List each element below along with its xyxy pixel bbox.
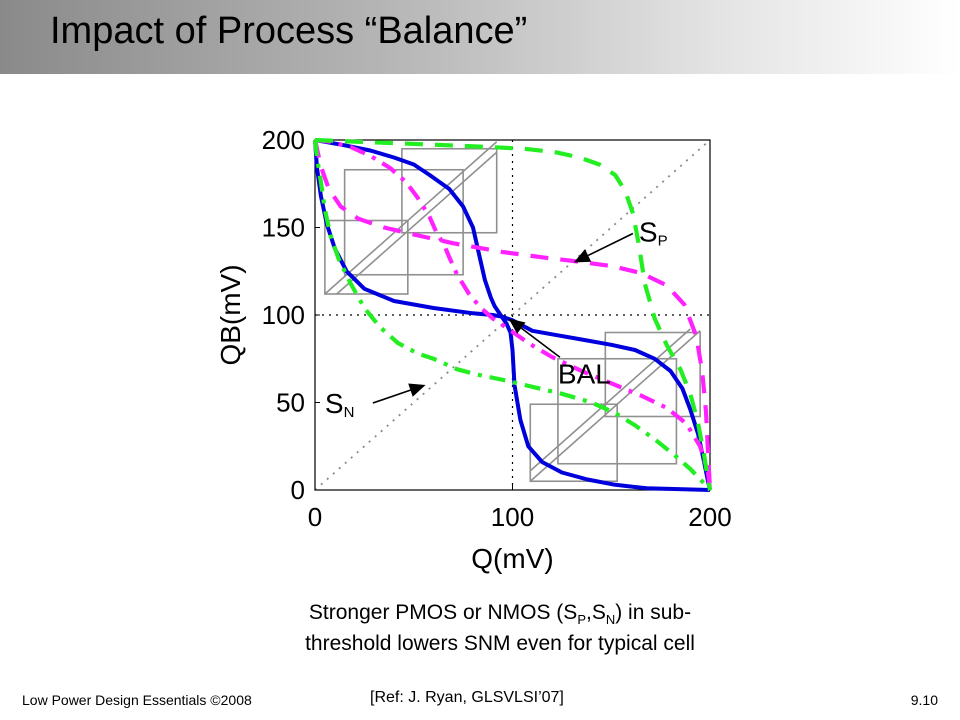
caption-text-2: ,S bbox=[585, 601, 606, 624]
annotation-bal-arrow-head bbox=[508, 318, 526, 334]
caption-text-1: Stronger PMOS or NMOS (S bbox=[308, 601, 578, 624]
annotation-bal-arrow-line bbox=[520, 327, 561, 358]
caption-sub-p: P bbox=[577, 612, 586, 628]
x-axis-label: Q(mV) bbox=[471, 543, 553, 574]
y-tick-label-0: 0 bbox=[291, 475, 305, 505]
y-tick-label-150: 150 bbox=[262, 213, 305, 243]
annotation-sp-subscript: P bbox=[658, 233, 668, 250]
snm-square-2 bbox=[401, 147, 498, 234]
y-tick-label-200: 200 bbox=[262, 125, 305, 155]
curve-bal-solid-b bbox=[314, 138, 711, 492]
caption-sub-n: N bbox=[605, 612, 616, 628]
annotation-sn-subscript: N bbox=[344, 404, 355, 421]
y-tick-label-50: 50 bbox=[276, 388, 305, 418]
snm-square-5 bbox=[604, 331, 701, 418]
x-tick-label-0: 0 bbox=[308, 502, 322, 532]
annotation-sn-arrow-line bbox=[372, 389, 411, 404]
y-axis-label: QB(mV) bbox=[215, 264, 246, 365]
snm-square-4 bbox=[557, 357, 678, 465]
snm-diagonal-0 bbox=[324, 141, 498, 295]
slide-title: Impact of Process “Balance” bbox=[50, 10, 528, 52]
footer-copyright: Low Power Design Essentials ©2008 bbox=[22, 692, 252, 708]
snm-square-1 bbox=[343, 168, 464, 276]
curve-sp-dashed-a bbox=[312, 139, 713, 491]
annotation-sp-arrow-head bbox=[573, 249, 592, 263]
caption-line-2: threshold lowers SNM even for typical ce… bbox=[305, 632, 695, 655]
annotation-sp-arrow-line bbox=[587, 232, 634, 257]
snm-square-3 bbox=[529, 403, 618, 483]
snm-diagonal-3 bbox=[529, 328, 691, 472]
x-tick-label-200: 200 bbox=[688, 502, 731, 532]
x-tick-label-100: 100 bbox=[491, 502, 534, 532]
snm-diagonal-1 bbox=[336, 151, 498, 295]
annotation-bal-label: BAL bbox=[558, 358, 611, 389]
footer-reference: [Ref: J. Ryan, GLSVLSI’07] bbox=[370, 689, 564, 706]
curve-sp-dash-dot-b bbox=[314, 137, 713, 491]
y-tick-label-100: 100 bbox=[262, 300, 305, 330]
slide-number: 9.10 bbox=[910, 692, 938, 708]
title-bar bbox=[0, 0, 960, 74]
annotation-sn-arrow-head bbox=[408, 383, 426, 397]
curve-sn-dashed-b bbox=[314, 137, 713, 491]
slide-caption: Stronger PMOS or NMOS (SP,SN) in sub- th… bbox=[230, 597, 770, 659]
caption-text-3: ) in sub- bbox=[615, 601, 692, 624]
